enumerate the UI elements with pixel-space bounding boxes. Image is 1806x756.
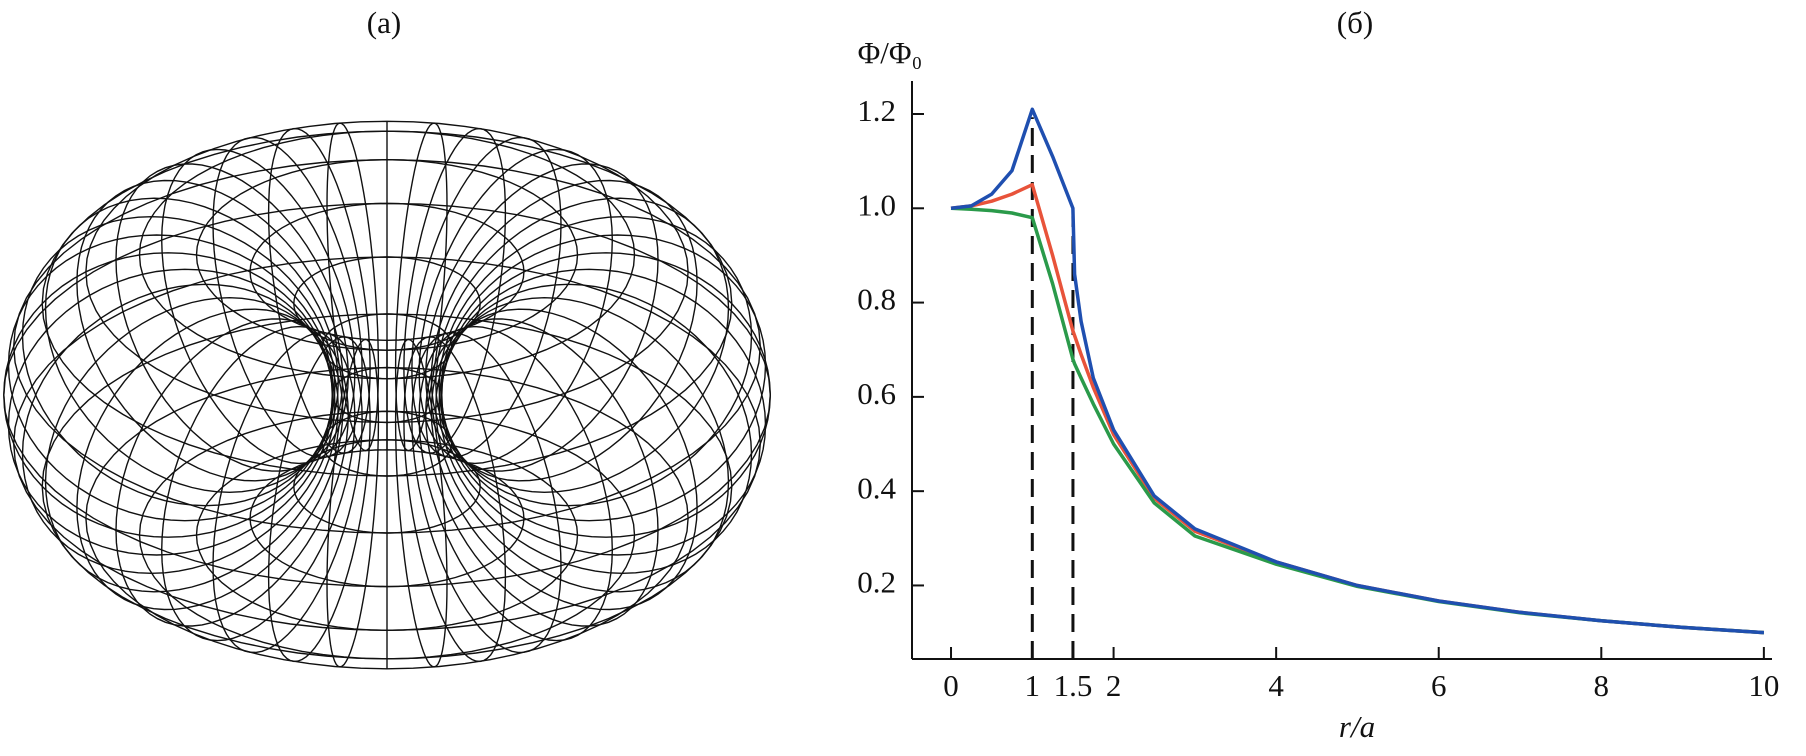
wireframe-line	[440, 268, 767, 556]
wireframe-line	[161, 325, 356, 642]
wireframe-line	[331, 366, 443, 424]
wireframe-line	[85, 120, 689, 424]
y-axis-label: Φ/Φ₀	[858, 35, 923, 70]
wireframe-line	[195, 439, 579, 632]
x-tick-label: 1.5	[1054, 668, 1093, 703]
panel-title: (б)	[1337, 5, 1373, 40]
y-tick-label: 0.6	[857, 376, 896, 411]
x-tick-label: 4	[1268, 668, 1284, 703]
wireframe-line	[12, 158, 761, 534]
wireframe-line	[161, 148, 356, 465]
wireframe-line	[3, 202, 771, 588]
panel-title: (a)	[367, 5, 401, 40]
wireframe-line	[195, 158, 579, 351]
y-tick-label: 0.8	[857, 282, 896, 317]
y-tick-label: 1.0	[857, 187, 896, 222]
y-tick-label: 0.4	[857, 470, 896, 505]
wireframe-line	[321, 313, 453, 380]
wireframe-line	[293, 439, 481, 534]
wireframe-line	[7, 268, 334, 556]
x-tick-label: 0	[943, 668, 959, 703]
x-tick-label: 1	[1025, 668, 1041, 703]
x-axis-label: r/a	[1339, 709, 1375, 744]
x-tick-label: 6	[1431, 668, 1447, 703]
y-tick-label: 0.2	[857, 565, 896, 600]
y-tick-label: 1.2	[857, 93, 896, 128]
wireframe-line	[418, 148, 613, 465]
wireframe-line	[249, 449, 525, 588]
series-line	[950, 107, 1765, 635]
wireframe-line	[138, 410, 636, 660]
x-tick-label: 10	[1748, 668, 1779, 703]
wireframe-line	[418, 325, 613, 642]
wireframe-line	[12, 256, 761, 632]
x-tick-label: 8	[1594, 668, 1610, 703]
wireframe-line	[321, 410, 453, 477]
wireframe-line	[249, 202, 525, 342]
wireframe-line	[440, 234, 767, 522]
wireframe-line	[41, 313, 733, 660]
wireframe-line	[138, 130, 636, 380]
wireframe-line	[41, 130, 733, 477]
x-tick-label: 2	[1106, 668, 1122, 703]
wireframe-line	[7, 234, 334, 522]
wireframe-line	[85, 366, 689, 670]
wireframe-line	[293, 256, 481, 351]
